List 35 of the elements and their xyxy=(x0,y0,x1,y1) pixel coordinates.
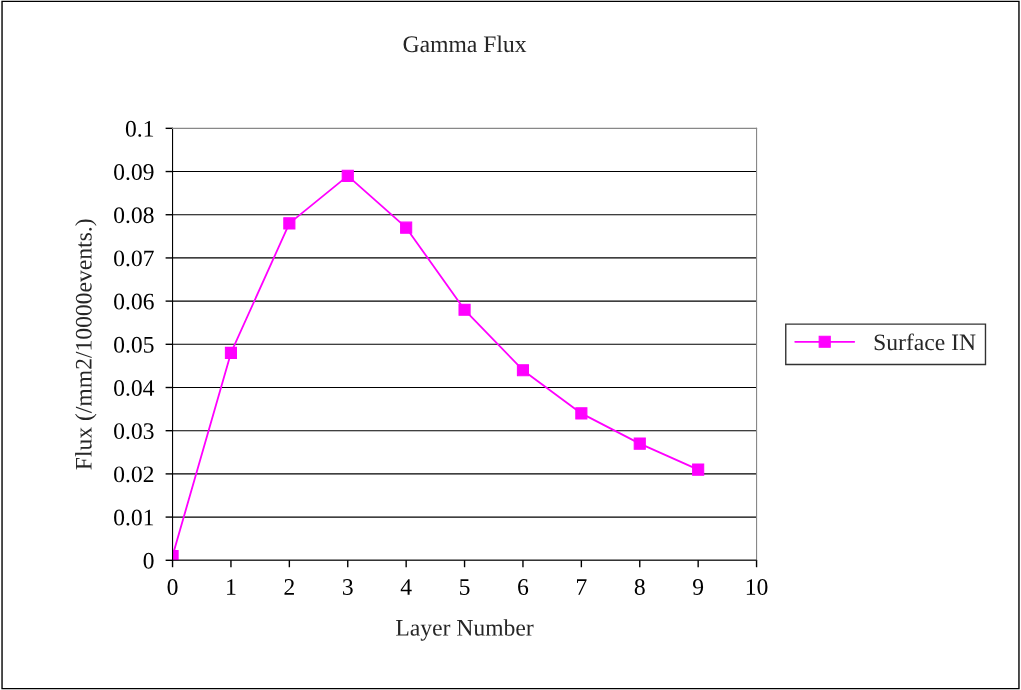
x-tick-label: 4 xyxy=(400,579,412,595)
x-tick-label: 1 xyxy=(227,579,236,595)
y-tick-label: 0.01 xyxy=(114,509,154,526)
x-tick-label: 2 xyxy=(284,579,294,595)
x-tick-label: 10 xyxy=(746,579,768,595)
x-tick-label: 9 xyxy=(693,579,704,595)
point xyxy=(516,364,530,377)
x-tick-label: 8 xyxy=(634,579,645,595)
point xyxy=(692,463,705,476)
y-tick-label: 0.08 xyxy=(114,207,154,224)
y-tick-label: 0.09 xyxy=(114,164,154,181)
y-tick-label: 0 xyxy=(143,552,154,569)
x-tick-label: 0 xyxy=(167,579,178,595)
point xyxy=(633,437,646,450)
x-tick-label: 6 xyxy=(518,579,529,595)
point xyxy=(341,169,354,182)
point xyxy=(575,407,588,420)
y-tick-label: 0.04 xyxy=(114,379,155,397)
legend-label: Surface IN xyxy=(874,333,976,351)
y-tick-label: 0.05 xyxy=(114,336,154,353)
y-tick-label: 0.02 xyxy=(114,466,154,483)
y-axis-title: Flux (/mm2/10000events.) xyxy=(75,219,97,470)
y-tick-label: 0.03 xyxy=(114,423,154,440)
y-tick-label: 0.1 xyxy=(125,120,154,137)
point xyxy=(458,303,471,316)
point xyxy=(224,346,238,360)
point xyxy=(400,221,413,234)
y-tick-label: 0.07 xyxy=(114,250,154,267)
y-tick-label: 0.06 xyxy=(114,293,154,310)
point xyxy=(283,217,296,230)
x-tick-label: 7 xyxy=(577,579,587,595)
chart-title: Gamma Flux xyxy=(403,35,527,53)
x-axis-title: Layer Number xyxy=(396,619,534,641)
x-tick-label: 3 xyxy=(342,579,353,595)
x-tick-label: 5 xyxy=(460,579,470,595)
